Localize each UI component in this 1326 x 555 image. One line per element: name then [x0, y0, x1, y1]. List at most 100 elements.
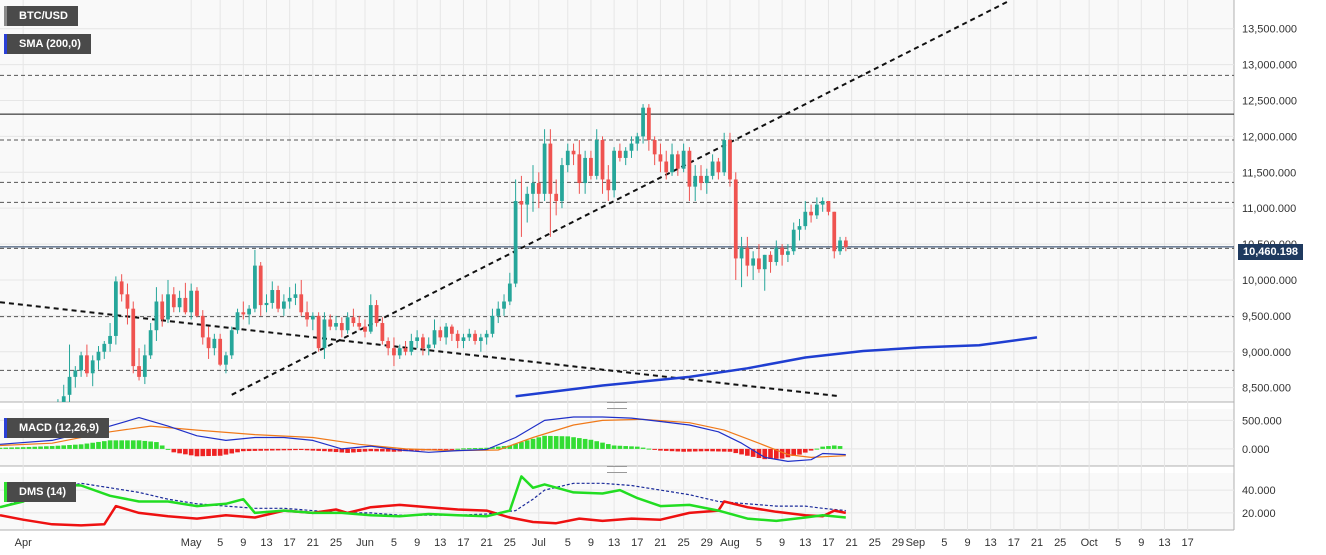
candle: [183, 282, 188, 315]
candle: [710, 154, 715, 180]
macd-histogram-bar: [629, 446, 634, 449]
candle-body: [710, 161, 715, 176]
macd-histogram-bar: [281, 448, 287, 451]
x-tick-label: Apr: [15, 537, 32, 549]
candle-body: [305, 312, 309, 320]
candle-body: [206, 337, 211, 349]
macd-histogram-bar: [727, 448, 733, 452]
candle: [166, 279, 170, 324]
candle: [664, 150, 669, 180]
y-tick-label: 11,000.000: [1242, 203, 1296, 215]
macd-histogram-bar: [96, 441, 101, 449]
candle-body: [270, 290, 275, 303]
candle: [299, 279, 304, 316]
macd-histogram-bar: [32, 446, 38, 449]
candle: [814, 197, 819, 219]
macd-histogram-bar: [55, 445, 61, 449]
candle: [125, 283, 130, 325]
macd-histogram-bar: [721, 448, 727, 452]
candle: [519, 175, 524, 237]
macd-histogram-bar: [130, 440, 136, 449]
candle-body: [281, 301, 286, 309]
candle: [137, 348, 141, 381]
candle: [658, 143, 663, 173]
candle-body: [641, 107, 645, 137]
candle: [380, 317, 385, 345]
candle: [797, 218, 802, 241]
candle: [780, 244, 784, 266]
candle-body: [525, 193, 530, 205]
candle-body: [548, 143, 553, 194]
candle-body: [125, 294, 130, 309]
candle: [745, 236, 750, 277]
candle: [224, 351, 228, 374]
candle: [838, 236, 842, 255]
pane-resize-handle-macd[interactable]: [607, 402, 627, 409]
macd-histogram-bar: [577, 438, 582, 449]
candle: [473, 330, 477, 345]
candle: [368, 294, 373, 334]
macd-histogram-bar: [212, 448, 217, 456]
macd-histogram-bar: [687, 448, 692, 452]
candle: [258, 262, 263, 316]
dms-label: DMS (14): [4, 482, 77, 502]
candle-body: [571, 150, 576, 155]
candle: [733, 172, 738, 280]
macd-histogram-bar: [623, 446, 629, 449]
candle-body: [345, 317, 350, 331]
macd-histogram-bar: [15, 447, 20, 449]
x-tick-label: 9: [779, 537, 785, 549]
candle-body: [85, 355, 89, 374]
macd-histogram-bar: [9, 447, 14, 449]
x-tick-label: 25: [330, 537, 342, 549]
y-tick-label: 9,500.000: [1242, 311, 1291, 323]
candle: [670, 143, 674, 176]
candle: [206, 326, 211, 359]
candle: [699, 165, 703, 191]
macd-histogram-bar: [72, 444, 78, 449]
candle-body: [339, 323, 344, 331]
candle-body: [739, 247, 744, 259]
candle-body: [61, 396, 66, 402]
candle-body: [461, 337, 466, 341]
candle-body: [374, 305, 379, 324]
macd-histogram-bar: [293, 448, 298, 451]
macd-histogram-bar: [188, 448, 194, 456]
candle: [438, 326, 443, 341]
candle: [548, 129, 553, 237]
candle: [119, 274, 124, 302]
candle-body: [316, 315, 321, 349]
candle: [542, 129, 547, 201]
candle: [762, 254, 767, 291]
y-tick-label: 12,500.000: [1242, 96, 1297, 108]
candle-body: [838, 240, 842, 252]
x-tick-label: 13: [434, 537, 446, 549]
candle: [218, 333, 223, 367]
candle: [478, 333, 483, 352]
x-tick-label: 5: [391, 537, 397, 549]
macd-histogram-bar: [762, 448, 768, 460]
x-tick-label: 9: [414, 537, 420, 549]
candle: [461, 333, 466, 349]
candle: [421, 333, 425, 356]
candle-body: [276, 290, 280, 309]
macd-histogram-bar: [327, 448, 333, 452]
candle: [774, 240, 779, 266]
macd-histogram-bar: [634, 446, 640, 449]
sma-label: SMA (200,0): [4, 34, 91, 54]
candle-body: [797, 226, 802, 230]
candle: [675, 150, 680, 176]
candle-body: [102, 343, 107, 352]
macd-histogram-bar: [177, 448, 182, 454]
pane-resize-handle-dms[interactable]: [607, 466, 627, 473]
candle-body: [177, 297, 182, 308]
x-tick-label: 25: [869, 537, 881, 549]
macd-histogram-bar: [3, 447, 9, 449]
candle-body: [733, 179, 738, 259]
y-tick-label: 8,500.000: [1242, 383, 1291, 395]
candle: [96, 346, 101, 370]
candle: [113, 276, 118, 345]
candle-body: [612, 150, 616, 191]
candle: [641, 104, 645, 144]
candle: [577, 139, 582, 194]
